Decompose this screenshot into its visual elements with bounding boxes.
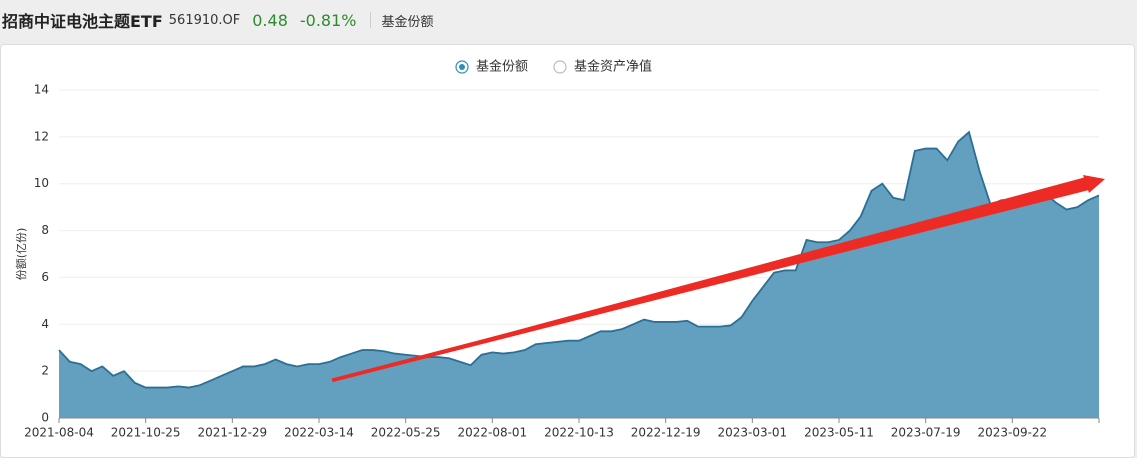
y-tick-label: 12 [34, 129, 49, 143]
area [59, 132, 1099, 418]
y-tick-label: 2 [41, 364, 49, 378]
x-tick-label: 2022-10-13 [544, 426, 614, 440]
x-tick-label: 2022-08-01 [457, 426, 527, 440]
y-tick-label: 6 [41, 270, 49, 284]
x-tick-label: 2021-12-29 [197, 426, 267, 440]
separator [370, 12, 372, 28]
x-tick-label: 2021-08-04 [24, 426, 94, 440]
y-tick-label: 8 [41, 223, 49, 237]
x-tick-label: 2023-05-11 [804, 426, 874, 440]
y-tick-label: 14 [34, 83, 49, 97]
x-tick-label: 2023-09-22 [977, 426, 1047, 440]
price: 0.48 [252, 10, 288, 30]
radio-option[interactable]: 基金份额 [455, 59, 528, 75]
change: -0.81% [299, 10, 357, 30]
fund-title: 招商中证电池主题ETF [2, 12, 163, 31]
header: 招商中证电池主题ETF 561910.OF 0.48 -0.81% 基金份额 [0, 0, 1137, 40]
x-tick-label: 2021-10-25 [111, 426, 181, 440]
radio-label: 基金资产净值 [574, 59, 652, 75]
tab[interactable]: 基金份额 [381, 14, 434, 30]
radio-dot [459, 64, 465, 70]
y-tick-label: 10 [34, 176, 49, 190]
line [58, 130, 1100, 389]
radio-option[interactable]: 基金资产净值 [553, 59, 652, 75]
x-tick-label: 2023-07-19 [891, 426, 961, 440]
x-tick-label: 2022-03-14 [284, 426, 354, 440]
y-axis-label: 份额(亿份) [15, 228, 28, 281]
radio [553, 60, 567, 74]
y-tick-label: 0 [41, 411, 49, 425]
x-tick-label: 2022-12-19 [631, 426, 701, 440]
annotation-arrow-body [332, 177, 1089, 382]
fund-code: 561910.OF [168, 12, 241, 28]
x-tick-label: 2023-03-01 [717, 426, 787, 440]
x-tick-label: 2022-05-25 [371, 426, 441, 440]
radio-label: 基金份额 [476, 59, 528, 75]
y-tick-label: 4 [41, 317, 49, 331]
